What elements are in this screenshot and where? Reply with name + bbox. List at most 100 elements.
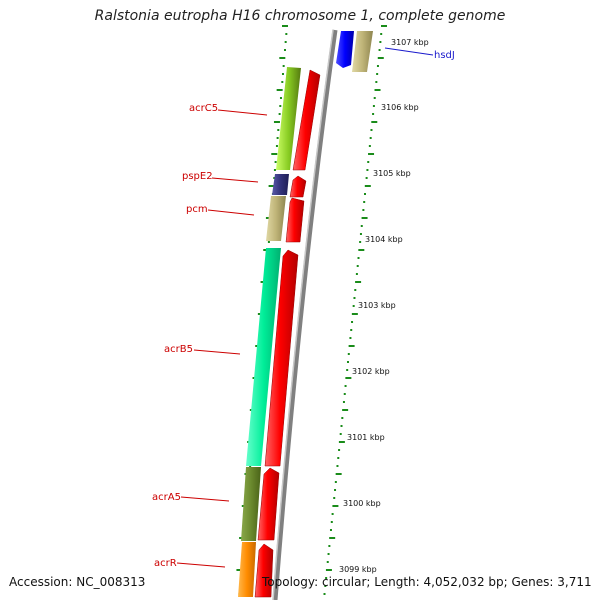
gene-label-acrA5: acrA5 [152, 492, 181, 503]
gene-feature-acrA5 [241, 467, 261, 541]
kbp-label: 3106 kbp [381, 103, 419, 112]
minor-tick [331, 513, 334, 515]
minor-tick [346, 361, 349, 363]
gene-feature-hsdJ [352, 31, 373, 72]
minor-tick [365, 177, 368, 179]
minor-tick [363, 193, 366, 195]
minor-tick [347, 353, 350, 355]
kbp-label: 3100 kbp [343, 499, 381, 508]
minor-tick [338, 449, 341, 451]
minor-tick [340, 425, 343, 427]
minor-tick [273, 177, 276, 179]
cds-feature [289, 175, 307, 198]
minor-tick [380, 33, 383, 35]
minor-tick [329, 529, 332, 531]
minor-tick [376, 65, 379, 67]
major-tick [345, 377, 352, 379]
minor-tick [267, 241, 270, 243]
minor-tick [366, 169, 369, 171]
inner-tick-track [323, 25, 387, 595]
minor-tick [359, 241, 362, 243]
minor-tick [355, 273, 358, 275]
minor-tick [281, 81, 284, 83]
minor-tick [346, 369, 349, 371]
forward-strand-features [254, 69, 321, 598]
minor-tick [369, 137, 372, 139]
minor-tick [339, 433, 342, 435]
kbp-label: 3107 kbp [391, 38, 429, 47]
major-tick [329, 537, 336, 539]
map-title: Ralstonia eutropha H16 chromosome 1, com… [94, 8, 506, 24]
gene-label-pcm: pcm [186, 204, 208, 215]
minor-tick [323, 593, 326, 595]
minor-tick [360, 225, 363, 227]
kbp-label: 3104 kbp [365, 235, 403, 244]
minor-tick [330, 521, 333, 523]
major-tick [381, 25, 387, 27]
major-tick [338, 441, 345, 443]
minor-tick [344, 385, 347, 387]
minor-tick [354, 289, 357, 291]
accession-text: Accession: NC_008313 [9, 575, 146, 589]
minor-tick [373, 97, 376, 99]
minor-tick [285, 33, 288, 35]
gene-label-pspE2: pspE2 [182, 171, 213, 182]
minor-tick [283, 49, 286, 51]
minor-tick [281, 73, 284, 75]
kbp-label: 3099 kbp [339, 565, 377, 574]
minor-tick [375, 81, 378, 83]
major-tick [355, 281, 362, 283]
major-tick [351, 313, 358, 315]
minor-tick [359, 233, 362, 235]
minor-tick [379, 41, 382, 43]
major-tick [364, 185, 371, 187]
major-tick [377, 57, 384, 59]
minor-tick [343, 393, 346, 395]
major-tick [273, 121, 280, 123]
gene-label-acrR: acrR [154, 558, 177, 569]
major-tick [276, 89, 283, 91]
minor-tick [334, 481, 337, 483]
cds-feature-reverse [336, 31, 354, 68]
minor-tick [376, 73, 379, 75]
minor-tick [325, 577, 328, 579]
gene-feature-pspE2 [272, 174, 289, 195]
minor-tick [350, 329, 353, 331]
scale-labels: 3107 kbp 3106 kbp 3105 kbp 3104 kbp 3103… [339, 38, 429, 574]
minor-tick [273, 169, 276, 171]
gene-label-acrC5: acrC5 [189, 103, 218, 114]
minor-tick [337, 457, 340, 459]
minor-tick [278, 113, 281, 115]
major-tick [236, 569, 243, 571]
gene-labels: acrC5 pspE2 pcm acrB5 acrA5 acrR hsdJ [152, 50, 455, 569]
minor-tick [327, 553, 330, 555]
major-tick [271, 153, 278, 155]
minor-tick [349, 337, 352, 339]
minor-tick [284, 41, 287, 43]
major-tick [332, 505, 339, 507]
kbp-label: 3103 kbp [358, 301, 396, 310]
cds-feature [257, 467, 280, 541]
gene-label-acrB5: acrB5 [164, 344, 193, 355]
minor-tick [333, 497, 336, 499]
major-tick [361, 217, 368, 219]
minor-tick [336, 465, 339, 467]
minor-tick [372, 113, 375, 115]
minor-tick [357, 257, 360, 259]
major-tick [348, 345, 355, 347]
minor-tick [351, 321, 354, 323]
topology-text: Topology: circular; Length: 4,052,032 bp… [262, 575, 592, 589]
minor-tick [276, 137, 279, 139]
minor-tick [274, 161, 277, 163]
minor-tick [356, 265, 359, 267]
major-tick [279, 57, 286, 59]
kbp-label: 3101 kbp [347, 433, 385, 442]
kbp-label: 3102 kbp [352, 367, 390, 376]
minor-tick [372, 105, 375, 107]
major-tick [335, 473, 342, 475]
gene-feature-pcm [266, 196, 286, 241]
cds-feature [292, 69, 321, 171]
minor-tick [279, 105, 282, 107]
